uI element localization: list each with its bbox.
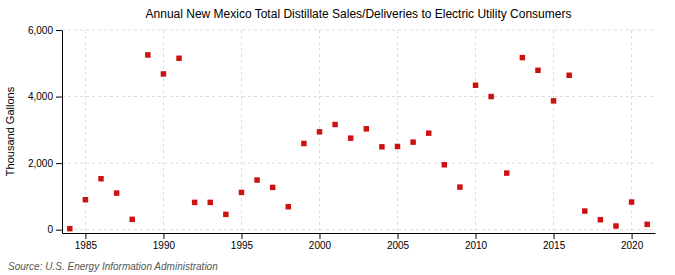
- x-axis: 1985 1990 1995 2000 2005 2010 2015 2020: [63, 233, 656, 251]
- point: [504, 170, 509, 175]
- point: [364, 126, 369, 131]
- point: [270, 185, 275, 190]
- plot: 1985 1990 1995 2000 2005 2010 2015 2020 0 2,000 4,…: [28, 25, 656, 251]
- grid-line: [85, 30, 86, 233]
- tick-label: 2010: [465, 240, 488, 251]
- tick-label: 0: [47, 224, 53, 235]
- point: [520, 55, 525, 60]
- grid-line: [397, 30, 398, 233]
- point: [114, 190, 119, 195]
- point: [613, 223, 618, 228]
- point: [535, 68, 540, 73]
- point: [379, 144, 384, 149]
- point: [239, 190, 244, 195]
- tick-mark: [554, 233, 555, 239]
- tick-label: 2,000: [28, 158, 53, 169]
- tick-label: 2020: [621, 240, 644, 251]
- tick-label: 1985: [75, 240, 98, 251]
- point: [129, 217, 134, 222]
- tick-mark: [163, 233, 164, 239]
- point: [488, 94, 493, 99]
- grid-line: [62, 229, 655, 230]
- grid-line: [62, 96, 655, 97]
- point: [176, 56, 181, 61]
- tick-mark: [56, 230, 62, 231]
- point: [161, 71, 166, 76]
- tick: 2015: [543, 233, 566, 251]
- tick: 4,000: [28, 91, 62, 102]
- point: [629, 199, 634, 204]
- grid-line: [62, 30, 655, 31]
- tick: 2010: [465, 233, 488, 251]
- grid-line: [553, 30, 554, 233]
- point: [582, 208, 587, 213]
- point: [83, 197, 88, 202]
- tick-label: 2015: [543, 240, 566, 251]
- tick-label: 6,000: [28, 25, 53, 36]
- point: [395, 144, 400, 149]
- tick-mark: [85, 233, 86, 239]
- point: [286, 204, 291, 209]
- grid-line: [241, 30, 242, 233]
- point: [410, 139, 415, 144]
- tick: 0: [47, 224, 62, 235]
- grid-line: [475, 30, 476, 233]
- tick: 1995: [231, 233, 254, 251]
- tick-mark: [476, 233, 477, 239]
- tick: 2000: [309, 233, 332, 251]
- tick: 2020: [621, 233, 644, 251]
- tick-label: 2005: [387, 240, 410, 251]
- tick: 1985: [75, 233, 98, 251]
- tick: 6,000: [28, 25, 62, 36]
- axis-line: [63, 233, 656, 234]
- point: [192, 200, 197, 205]
- tick-mark: [319, 233, 320, 239]
- point: [473, 83, 478, 88]
- point: [348, 135, 353, 140]
- point: [644, 222, 649, 227]
- point: [223, 212, 228, 217]
- point: [67, 226, 72, 231]
- chart: 1985 1990 1995 2000 2005 2010 2015 2020 0 2,000 4,…: [0, 0, 675, 275]
- tick: 2,000: [28, 158, 62, 169]
- y-axis-title: Thousand Gallons: [4, 86, 16, 176]
- point: [301, 141, 306, 146]
- axis-line: [62, 31, 63, 234]
- point: [317, 129, 322, 134]
- tick-mark: [241, 233, 242, 239]
- title: Annual New Mexico Total Distillate Sales…: [146, 7, 572, 21]
- tick-mark: [56, 97, 62, 98]
- point: [442, 162, 447, 167]
- tick-label: 2000: [309, 240, 332, 251]
- points: [67, 52, 650, 231]
- annotation: Source: U.S. Energy Information Administ…: [8, 261, 218, 272]
- point: [426, 130, 431, 135]
- grid: [62, 30, 655, 233]
- tick-mark: [56, 163, 62, 164]
- tick-label: 1990: [153, 240, 176, 251]
- tick-mark: [56, 30, 62, 31]
- grid-line: [62, 163, 655, 164]
- y-axis: 0 2,000 4,000 6,000: [28, 25, 63, 236]
- tick: 1990: [153, 233, 176, 251]
- grid-line: [163, 30, 164, 233]
- point: [551, 98, 556, 103]
- point: [566, 73, 571, 78]
- point: [598, 217, 603, 222]
- point: [98, 176, 103, 181]
- tick-label: 1995: [231, 240, 254, 251]
- point: [457, 184, 462, 189]
- point: [208, 200, 213, 205]
- tick: 2005: [387, 233, 410, 251]
- tick-mark: [398, 233, 399, 239]
- point: [254, 177, 259, 182]
- tick-label: 4,000: [28, 91, 53, 102]
- point: [145, 52, 150, 57]
- point: [332, 122, 337, 127]
- tick-mark: [632, 233, 633, 239]
